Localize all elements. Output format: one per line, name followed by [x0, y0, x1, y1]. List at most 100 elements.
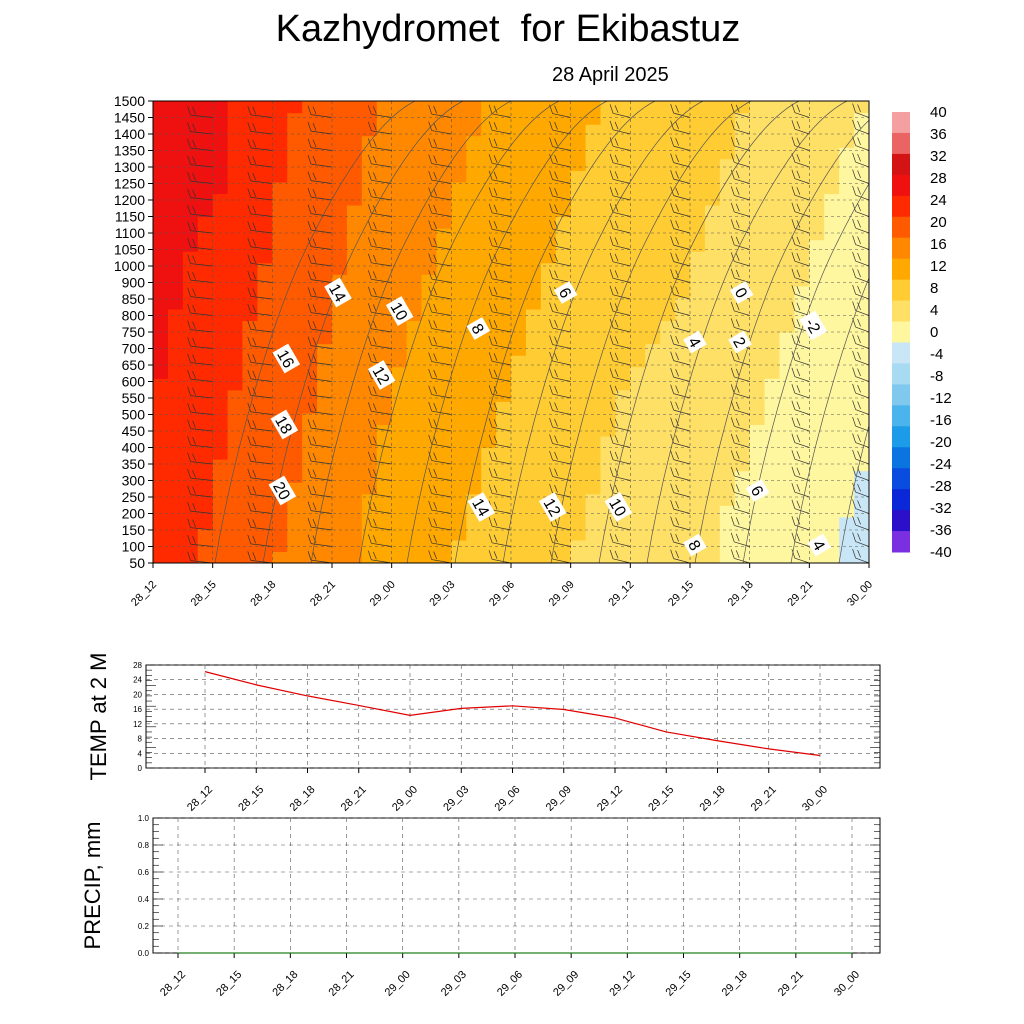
field-cell [346, 204, 363, 218]
field-cell [690, 193, 706, 206]
field-cell [421, 355, 438, 368]
field-cell [824, 147, 840, 160]
field-cell [675, 424, 691, 437]
wind-barb-flag [187, 254, 191, 264]
field-cell [511, 158, 527, 171]
field-cell [690, 204, 706, 218]
field-cell [779, 170, 796, 183]
field-cell [496, 505, 512, 518]
wind-barb [734, 426, 750, 432]
field-cell [511, 470, 527, 483]
wind-barb [310, 444, 333, 448]
field-cell [197, 389, 214, 402]
field-cell [451, 112, 467, 125]
field-cell [540, 401, 557, 414]
colorbar-label: 32 [930, 148, 947, 165]
field-cell [406, 147, 423, 160]
field-cell [361, 389, 378, 402]
field-cell [511, 378, 527, 391]
colorbar-label: -36 [930, 522, 952, 539]
field-cell [525, 412, 542, 425]
field-cell [585, 505, 602, 518]
wind-barb-flag [554, 550, 558, 559]
y-tick-label: 0 [138, 764, 143, 773]
wind-barb-flag [252, 271, 257, 280]
field-cell [555, 551, 572, 563]
field-cell [734, 147, 751, 160]
contour-label-box [799, 310, 828, 341]
wind-barb-flag [730, 532, 735, 543]
colorbar-swatch [892, 489, 910, 511]
field-cell [346, 193, 363, 206]
wind-barb-flag [791, 301, 796, 311]
wind-barb-flag [796, 302, 801, 311]
field-cell [525, 262, 542, 275]
field-cell [257, 297, 273, 310]
field-cell [675, 493, 691, 506]
wind-barb [673, 343, 691, 349]
field-cell [406, 228, 423, 241]
field-cell [719, 239, 736, 252]
wind-barb [310, 163, 333, 168]
field-cell [660, 204, 676, 218]
field-cell [496, 470, 512, 483]
field-cell [332, 459, 348, 472]
field-cell [302, 355, 318, 368]
colorbar-swatch [892, 468, 910, 490]
field-cell [645, 308, 661, 322]
wind-barb-flag [367, 121, 372, 131]
field-cell [540, 285, 557, 298]
isotherm [358, 101, 560, 563]
wind-barb [250, 444, 273, 448]
field-cell [197, 447, 214, 460]
field-cell [794, 147, 810, 160]
field-cell [361, 551, 378, 563]
field-cell [466, 551, 482, 563]
wind-barb-flag [187, 155, 191, 165]
wind-barb-flag [312, 254, 317, 263]
wind-barb-flag [554, 484, 558, 493]
field-cell [660, 297, 676, 310]
field-cell [824, 216, 840, 229]
wind-barb-flag [428, 253, 433, 263]
wind-barb-flag [367, 105, 372, 115]
wind-barb-flag [372, 535, 377, 543]
wind-barb-flag [488, 121, 493, 131]
field-cell [197, 228, 214, 241]
wind-barb-flag [735, 434, 740, 443]
wind-barb [492, 294, 512, 300]
wind-barb-flag [857, 533, 861, 542]
field-cell [704, 216, 721, 229]
x-tick-label: 30_00 [800, 784, 830, 814]
field-cell [749, 378, 766, 391]
field-cell [675, 412, 691, 425]
field-cell [540, 320, 557, 333]
wind-barb-flag [433, 105, 437, 114]
field-cell [600, 366, 617, 379]
wind-barb [794, 227, 810, 234]
wind-barb-flag [428, 335, 433, 346]
field-cell [749, 228, 766, 241]
field-cell [854, 147, 869, 160]
field-cell [690, 285, 706, 298]
wind-barb-flag [852, 548, 856, 559]
wind-barb-flag [192, 321, 196, 330]
wind-barb-flag [192, 140, 196, 148]
wind-barb [449, 101, 452, 102]
field-cell [287, 505, 303, 518]
wind-barb [431, 361, 452, 366]
field-cell [764, 355, 781, 368]
field-cell [585, 412, 602, 425]
field-cell [839, 320, 855, 333]
field-cell [332, 539, 348, 553]
wind-barb-flag [307, 204, 312, 214]
field-cell [182, 297, 199, 310]
field-cell [391, 170, 408, 183]
field-cell [451, 251, 467, 264]
wind-barb-flag [488, 203, 493, 213]
field-cell [466, 170, 482, 183]
field-cell [391, 112, 408, 125]
wind-barb-flag [493, 435, 498, 444]
field-cell [287, 204, 303, 218]
field-cell [839, 539, 855, 553]
